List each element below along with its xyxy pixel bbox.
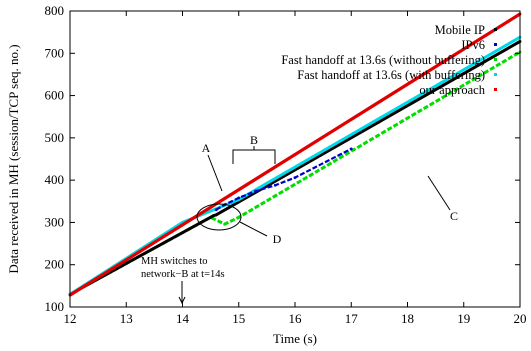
legend-label: our approach — [419, 83, 485, 97]
annotation-d: D — [196, 203, 282, 246]
legend-swatch — [494, 73, 497, 76]
annotation-a: A — [202, 141, 223, 192]
data-point — [237, 215, 241, 219]
data-point — [254, 189, 258, 193]
y-tick-label: 300 — [45, 214, 65, 229]
data-point — [212, 214, 215, 218]
y-tick-label: 600 — [45, 88, 65, 103]
x-tick-label: 17 — [345, 311, 359, 326]
y-tick-label: 400 — [45, 172, 65, 187]
annotation-switch-line1: MH switches to — [141, 256, 208, 267]
y-tick-label: 800 — [45, 3, 65, 18]
annotation-d-label: D — [273, 232, 282, 246]
series-our-approach — [68, 12, 522, 297]
annotation-b: B — [232, 133, 276, 164]
annotation-d-line — [239, 221, 268, 237]
x-tick-label: 14 — [176, 311, 190, 326]
annotation-c-label: C — [450, 209, 458, 223]
legend-label: Mobile IP — [435, 23, 485, 37]
legend-swatch — [494, 43, 497, 46]
legend-swatch — [494, 88, 497, 91]
annotation-c: C — [427, 175, 458, 223]
x-tick-label: 13 — [120, 311, 133, 326]
legend-swatch — [494, 58, 497, 61]
data-point — [349, 147, 353, 151]
annotation-b-label: B — [250, 133, 258, 147]
data-point — [214, 208, 218, 212]
y-tick-label: 100 — [45, 299, 65, 314]
y-axis-label: Data received in MH (session/TCP seq. no… — [6, 44, 21, 273]
series-line — [69, 12, 521, 297]
annotation-switch-line2: network−B at t=14s — [141, 269, 225, 280]
series-line — [69, 40, 521, 296]
x-tick-label: 12 — [64, 311, 77, 326]
legend-label: IPv6 — [461, 38, 485, 52]
x-tick-label: 15 — [232, 311, 245, 326]
data-point — [293, 176, 297, 180]
legend-swatch — [494, 28, 497, 31]
annotation-switch-arrow-head — [178, 296, 186, 305]
x-axis-label: Time (s) — [273, 331, 317, 346]
annotation-d-ellipse — [196, 203, 242, 231]
annotation-a-line — [207, 154, 223, 192]
y-tick-label: 200 — [45, 257, 65, 272]
x-tick-label: 16 — [289, 311, 303, 326]
legend-label: Fast handoff at 13.6s (with buffering) — [297, 68, 485, 82]
x-tick-label: 20 — [514, 311, 527, 326]
x-tick-label: 19 — [457, 311, 470, 326]
x-tick-label: 18 — [401, 311, 414, 326]
y-tick-label: 700 — [45, 45, 65, 60]
annotation-b-bracket — [232, 146, 276, 164]
ticks-layer: 12 13 14 15 16 17 18 19 20 100 200 300 400 500 600 700 8… — [45, 3, 527, 326]
data-point — [273, 183, 277, 187]
legend-label: Fast handoff at 13.6s (without buffering… — [281, 53, 485, 67]
data-point — [223, 222, 227, 226]
data-point — [214, 213, 218, 217]
annotation-c-line — [427, 175, 451, 211]
y-tick-label: 500 — [45, 130, 65, 145]
data-point — [237, 196, 241, 200]
annotation-a-label: A — [202, 141, 211, 155]
annotation-switch: MH switches to network−B at t=14s — [141, 256, 225, 305]
